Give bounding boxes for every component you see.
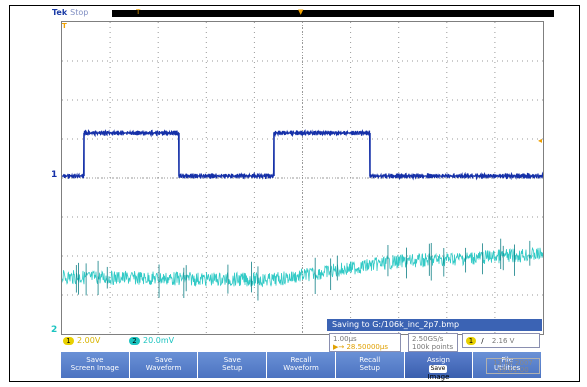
menu-button-4[interactable]: Recall Setup xyxy=(335,352,405,378)
menu-button-2[interactable]: Save Setup xyxy=(198,352,268,378)
delay-value: ▶→ 28.50000µs xyxy=(333,343,388,351)
menu-label-line1: Recall xyxy=(359,356,381,364)
waveform-graticule xyxy=(62,22,543,334)
menu-label-line2: Screen Image xyxy=(70,364,119,372)
menu-tag: Save xyxy=(428,365,448,373)
menu-label-line2: Setup xyxy=(359,364,380,372)
menu-label-line2: Setup xyxy=(222,364,243,372)
record-length-value: 100k points xyxy=(412,343,454,351)
ch1-edges xyxy=(83,133,371,176)
brand-text: Tek xyxy=(52,8,68,17)
menu-label-line1: Recall xyxy=(290,356,312,364)
menu-label-line1: Assign xyxy=(426,356,450,364)
menu-label-line2: Utilities xyxy=(493,364,521,372)
menu-label-line1: File xyxy=(501,356,514,364)
trigger-source-chip: 1 xyxy=(466,337,476,345)
timebase-value: 1.00µs xyxy=(333,335,357,343)
menu-label-line1: Save xyxy=(223,356,241,364)
ch2-chip: 2 xyxy=(129,337,140,345)
date-time-readout: 13 Jul 2007 09:01:00 xyxy=(486,358,540,374)
trigger-position-marker[interactable]: T xyxy=(136,8,141,16)
menu-label-line1: Save xyxy=(86,356,104,364)
menu-button-0[interactable]: Save Screen Image xyxy=(61,352,130,378)
channel-readouts: 1 2.00V 2 20.0mV xyxy=(61,334,542,347)
ch1-ground-marker[interactable]: 1 xyxy=(51,170,58,180)
bottom-menu: Save Screen Image Save Waveform Save Setup Rec… xyxy=(61,352,543,381)
top-status-bar: Tek Stop T ▼ xyxy=(52,8,554,19)
menu-label-line3: Image xyxy=(427,373,450,381)
menu-label-line1: Save xyxy=(154,356,173,364)
waveform-display[interactable] xyxy=(61,21,544,335)
menu-button-1[interactable]: Save Waveform xyxy=(129,352,199,378)
time-value: 09:01:00 xyxy=(497,366,529,374)
ch1-readout[interactable]: 1 2.00V xyxy=(63,336,100,345)
timebase-readout[interactable]: 1.00µs ▶→ 28.50000µs xyxy=(329,333,401,352)
trigger-marker-top: T xyxy=(62,22,67,30)
run-state-indicator[interactable]: Stop xyxy=(70,8,89,17)
trigger-level-marker[interactable]: ◂ xyxy=(538,136,543,145)
ch2-waveform xyxy=(62,247,543,288)
menu-label-line2: Save xyxy=(405,364,473,373)
ch2-scale: 20.0mV xyxy=(143,336,175,345)
menu-button-3[interactable]: Recall Waveform xyxy=(267,352,336,378)
ch1-scale: 2.00V xyxy=(77,336,101,345)
ch1-chip: 1 xyxy=(63,337,74,345)
expansion-point-marker: ▼ xyxy=(298,8,304,16)
brand-label: Tek Stop xyxy=(52,8,88,17)
record-view-bar xyxy=(112,10,554,17)
trigger-level-value: 2.16 V xyxy=(491,337,515,345)
save-status-message: Saving to G:/106k_inc_2p7.bmp xyxy=(327,319,542,331)
trigger-slope-icon: / xyxy=(481,337,484,345)
sample-rate-value: 2.50GS/s xyxy=(412,335,444,343)
date-value: 13 Jul 2007 xyxy=(493,359,533,367)
trigger-readout[interactable]: 1 / 2.16 V xyxy=(462,333,540,348)
ch2-readout[interactable]: 2 20.0mV xyxy=(129,336,174,345)
menu-label-line2: Waveform xyxy=(145,364,182,372)
acquisition-readout[interactable]: 2.50GS/s 100k points xyxy=(408,333,458,352)
ch1-waveform xyxy=(62,128,543,181)
menu-label-line2: Waveform xyxy=(283,364,319,372)
menu-button-5[interactable]: Assign Save Image xyxy=(404,352,474,381)
ch2-ground-marker[interactable]: 2 xyxy=(51,325,58,335)
